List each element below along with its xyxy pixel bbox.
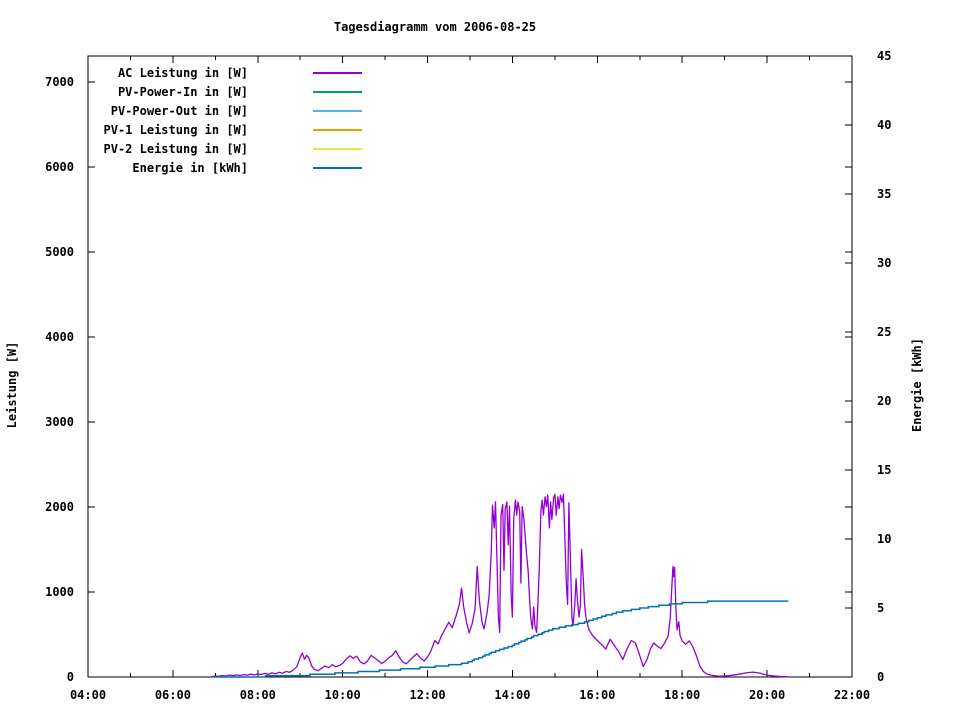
y1-tick-label: 5000 bbox=[45, 245, 74, 259]
y2-tick-label: 15 bbox=[877, 463, 891, 477]
x-tick-label: 20:00 bbox=[749, 688, 785, 702]
x-tick-label: 08:00 bbox=[240, 688, 276, 702]
y2-tick-label: 30 bbox=[877, 256, 891, 270]
x-tick-label: 22:00 bbox=[834, 688, 870, 702]
legend-label: PV-Power-Out in [W] bbox=[111, 104, 248, 118]
x-tick-label: 14:00 bbox=[494, 688, 530, 702]
y2-tick-label: 5 bbox=[877, 601, 884, 615]
y2-tick-label: 10 bbox=[877, 532, 891, 546]
x-tick-label: 18:00 bbox=[664, 688, 700, 702]
y1-axis-label: Leistung [W] bbox=[5, 342, 19, 429]
series-line-energy bbox=[213, 600, 789, 678]
y1-tick-label: 6000 bbox=[45, 160, 74, 174]
plot-generated-content: 04:00 06:00 08:00 10:00 12:00 14:00 16:00 18:00… bbox=[45, 49, 891, 702]
y1-tick-label: 3000 bbox=[45, 415, 74, 429]
y1-tick-label: 2000 bbox=[45, 500, 74, 514]
x-tick-label: 06:00 bbox=[155, 688, 191, 702]
y2-tick-label: 35 bbox=[877, 187, 891, 201]
y2-tick-label: 20 bbox=[877, 394, 891, 408]
y1-tick-label: 4000 bbox=[45, 330, 74, 344]
y2-tick-label: 45 bbox=[877, 49, 891, 63]
y2-tick-label: 25 bbox=[877, 325, 891, 339]
x-tick-label: 16:00 bbox=[579, 688, 615, 702]
chart-title: Tagesdiagramm vom 2006-08-25 bbox=[334, 20, 536, 34]
y2-tick-label: 0 bbox=[877, 670, 884, 684]
y2-axis-label: Energie [kWh] bbox=[910, 338, 924, 432]
legend-label: PV-Power-In in [W] bbox=[118, 85, 248, 99]
legend-label: Energie in [kWh] bbox=[132, 161, 248, 175]
series-line-ac-power bbox=[211, 493, 789, 678]
x-tick-label: 10:00 bbox=[325, 688, 361, 702]
legend-label: AC Leistung in [W] bbox=[118, 66, 248, 80]
x-tick-label: 04:00 bbox=[70, 688, 106, 702]
y1-tick-label: 0 bbox=[67, 670, 74, 684]
x-tick-label: 12:00 bbox=[409, 688, 445, 702]
legend-label: PV-1 Leistung in [W] bbox=[104, 123, 249, 137]
y1-tick-label: 1000 bbox=[45, 585, 74, 599]
y1-tick-label: 7000 bbox=[45, 75, 74, 89]
legend-label: PV-2 Leistung in [W] bbox=[104, 142, 249, 156]
y2-tick-label: 40 bbox=[877, 118, 891, 132]
